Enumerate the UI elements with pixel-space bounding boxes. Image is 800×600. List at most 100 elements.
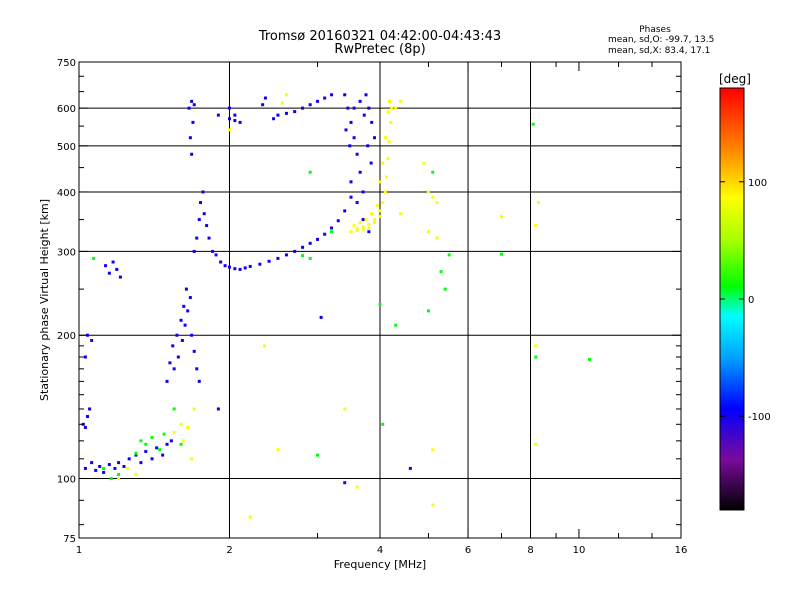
data-point-X <box>386 110 390 114</box>
y-tick-label: 500 <box>57 142 76 153</box>
data-point-O <box>248 264 252 268</box>
data-point-X <box>349 230 353 234</box>
data-point-O <box>336 219 340 223</box>
y-axis-label: Stationary phase Virtual Height [km] <box>38 199 51 401</box>
data-point-X <box>422 161 426 165</box>
data-point-O <box>111 260 115 264</box>
data-point-O <box>323 232 327 236</box>
x-tick-label: 2 <box>226 545 232 556</box>
data-point-X <box>388 99 392 103</box>
data-point-X <box>431 448 435 452</box>
data-point-O <box>352 136 356 140</box>
data-point-O <box>134 453 138 457</box>
data-point-O <box>346 106 350 110</box>
data-point-O <box>195 236 199 240</box>
data-point-O <box>373 136 377 140</box>
data-point-X <box>172 430 176 434</box>
data-point-X <box>536 201 540 205</box>
data-point-X <box>383 190 387 194</box>
data-point-O <box>179 318 183 322</box>
data-point-O <box>86 414 90 418</box>
data-point-O <box>219 260 223 264</box>
data-point-X <box>534 442 538 446</box>
data-point-O <box>358 99 362 103</box>
data-point-X <box>182 439 186 443</box>
data-point-O <box>349 120 353 124</box>
data-point-other <box>426 309 430 313</box>
axes: 1 2 4 6 8 10 16 75 100 200 300 400 500 600 750 <box>57 58 687 556</box>
data-point-O <box>367 106 371 110</box>
data-point-X <box>186 425 190 429</box>
data-point-other <box>92 256 96 260</box>
data-point-O <box>301 106 305 110</box>
data-point-O <box>349 195 353 199</box>
y-tick-label: 200 <box>57 331 76 342</box>
data-point-O <box>284 253 288 257</box>
y-tick-label: 400 <box>57 188 76 199</box>
data-point-O <box>83 355 87 359</box>
data-point-O <box>216 113 220 117</box>
data-point-O <box>344 128 348 132</box>
data-point-X <box>370 212 374 216</box>
data-point-O <box>197 218 201 222</box>
data-point-X <box>435 201 439 205</box>
data-point-O <box>316 237 320 241</box>
y-tick-label: 300 <box>57 247 76 258</box>
data-point-O <box>211 249 215 253</box>
data-point-O <box>308 103 312 107</box>
data-point-other <box>381 422 385 426</box>
data-point-O <box>169 439 173 443</box>
data-point-O <box>293 110 297 114</box>
data-point-X <box>387 140 391 144</box>
data-point-O <box>216 407 220 411</box>
data-point-O <box>301 245 305 249</box>
data-point-O <box>175 333 179 337</box>
data-point-X <box>500 215 504 219</box>
chart-subtitle: RwPretec (8p) <box>334 42 425 57</box>
data-point-X <box>431 195 435 199</box>
data-point-O <box>88 407 92 411</box>
data-point-O <box>104 264 108 268</box>
data-point-O <box>238 120 242 124</box>
data-point-O <box>343 481 347 485</box>
data-point-O <box>188 296 192 300</box>
x-tick-label: 1 <box>76 545 82 556</box>
data-point-O <box>223 264 227 268</box>
data-point-O <box>197 379 201 383</box>
colorbar-tick-label: -100 <box>748 412 771 423</box>
data-point-O <box>355 201 359 205</box>
data-point-other <box>109 477 113 481</box>
data-point-X <box>117 477 121 481</box>
data-point-O <box>316 99 320 103</box>
data-point-other <box>139 439 143 443</box>
legend-line-x: mean, sd,X: 83.4, 17.1 <box>608 46 710 56</box>
data-point-O <box>293 249 297 253</box>
data-point-O <box>165 379 169 383</box>
data-point-X <box>390 106 394 110</box>
data-point-O <box>144 449 148 453</box>
data-point-O <box>261 103 265 107</box>
grid <box>79 62 681 538</box>
data-point-O <box>150 457 154 461</box>
data-point-O <box>199 201 203 205</box>
data-point-O <box>127 457 131 461</box>
y-tick-label: 75 <box>63 534 76 545</box>
data-point-X <box>431 503 435 507</box>
data-point-O <box>186 309 190 313</box>
data-point-O <box>343 93 347 97</box>
data-point-X <box>378 180 382 184</box>
data-point-other <box>117 472 121 476</box>
colorbar-tick-label: 100 <box>748 178 767 189</box>
data-point-O <box>184 287 188 291</box>
data-point-O <box>83 466 87 470</box>
data-point-O <box>176 355 180 359</box>
data-point-O <box>171 344 175 348</box>
data-point-O <box>139 461 143 465</box>
y-tick-label: 100 <box>57 475 76 486</box>
data-point-O <box>180 338 184 342</box>
data-point-other <box>534 355 538 359</box>
data-point-other <box>378 303 382 307</box>
data-point-O <box>83 425 87 429</box>
data-point-X <box>394 106 398 110</box>
data-point-X <box>383 136 387 140</box>
